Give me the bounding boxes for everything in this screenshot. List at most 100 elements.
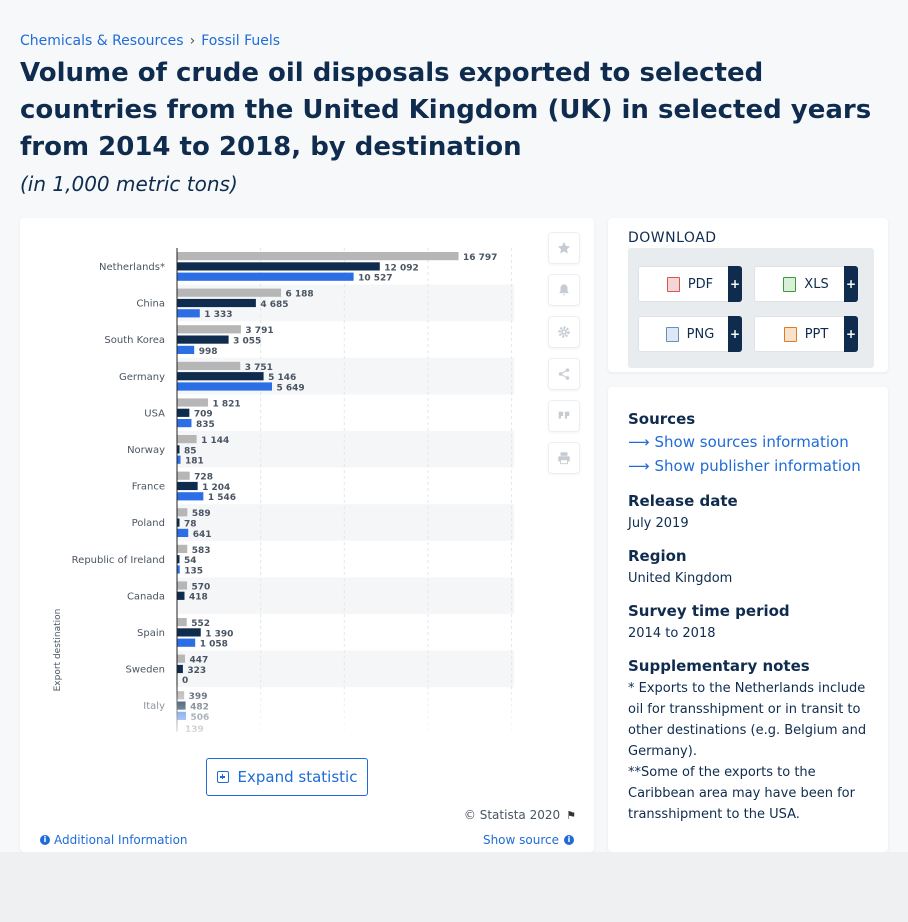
download-xls-plus[interactable]: +	[844, 266, 858, 302]
statistic-details-card: Sources ⟶ Show sources information ⟶ Show …	[608, 387, 888, 852]
data-label: 3 791	[245, 326, 273, 336]
show-source-label: Show source	[482, 833, 559, 847]
page-title: Volume of crude oil disposals exported t…	[20, 58, 872, 162]
settings-button[interactable]	[548, 316, 580, 348]
notification-button[interactable]	[548, 274, 580, 306]
chart-card: Netherlands* 16 797 12 092 10 527 China 6 188…	[20, 218, 594, 852]
png-file-icon	[665, 326, 679, 342]
show-publisher-label: Show publisher information	[654, 457, 861, 475]
category-label: Sweden	[125, 665, 165, 676]
bar-navy	[177, 481, 198, 491]
footer-band	[0, 852, 908, 922]
bar-navy	[177, 262, 380, 271]
download-ppt-plus[interactable]: +	[844, 316, 858, 352]
additional-information-link[interactable]: i Additional Information	[40, 833, 188, 847]
bar-navy	[177, 445, 180, 454]
bar-gray	[177, 325, 241, 334]
data-label: 1 204	[202, 483, 230, 493]
download-png-plus[interactable]: +	[728, 316, 742, 352]
share-button[interactable]	[548, 358, 580, 390]
expand-plus-icon	[216, 771, 229, 783]
data-label: 418	[189, 593, 208, 603]
data-label: 1 821	[212, 399, 240, 409]
data-label: 323	[187, 666, 206, 676]
favorite-button[interactable]	[548, 232, 580, 264]
download-png-button[interactable]: PNG	[638, 316, 742, 352]
bar-gray	[177, 471, 190, 480]
data-label: 589	[192, 509, 211, 519]
show-source-link[interactable]: Show source i	[483, 833, 574, 847]
category-label: Germany	[119, 372, 165, 383]
data-label: 6 188	[286, 290, 314, 300]
download-ppt-button[interactable]: PPT	[754, 316, 858, 352]
row-band	[177, 504, 514, 541]
breadcrumb-fossil-fuels-link[interactable]: Fossil Fuels	[201, 33, 281, 49]
category-label: Republic of Ireland	[72, 555, 165, 566]
quote-icon	[558, 411, 570, 419]
release-date-heading: Release date	[628, 492, 738, 510]
region-heading: Region	[628, 547, 687, 565]
data-label: 3 751	[245, 363, 273, 373]
data-label: 583	[192, 546, 211, 556]
category-label: France	[132, 482, 165, 493]
download-title: DOWNLOAD	[628, 230, 717, 246]
flag-icon[interactable]: ⚑	[566, 808, 576, 822]
data-label: 5 649	[277, 383, 305, 393]
data-label: 1 333	[204, 310, 232, 320]
category-label: Norway	[127, 445, 165, 456]
breadcrumb-chemicals-link[interactable]: Chemicals & Resources	[20, 33, 184, 49]
bar-navy	[177, 298, 256, 308]
row-band	[177, 577, 514, 614]
data-label: 998	[199, 347, 218, 357]
bar-gray	[177, 508, 188, 517]
download-png-label: PNG	[686, 326, 715, 342]
sources-heading: Sources	[628, 410, 696, 428]
breadcrumb-separator: ›	[189, 33, 196, 49]
print-button[interactable]	[548, 442, 580, 474]
show-publisher-link[interactable]: ⟶ Show publisher information	[628, 457, 861, 475]
row-band	[177, 431, 514, 468]
bar-gray	[177, 361, 241, 370]
data-label: 10 527	[358, 274, 392, 284]
data-label: 78	[184, 520, 197, 530]
region-value: United Kingdom	[628, 571, 733, 586]
data-label: 16 797	[463, 253, 497, 263]
supplementary-note-1: * Exports to the Netherlands include oil…	[628, 681, 867, 759]
bar-blue	[177, 638, 196, 647]
cite-button[interactable]	[548, 400, 580, 432]
info-icon: i	[564, 835, 574, 845]
data-label: 728	[194, 473, 213, 483]
bell-icon	[559, 284, 569, 296]
bar-navy	[177, 555, 180, 564]
show-sources-link[interactable]: ⟶ Show sources information	[628, 433, 849, 451]
bar-navy	[177, 591, 185, 600]
print-icon	[558, 452, 570, 465]
bar-gray	[177, 654, 185, 663]
data-label: 12 092	[384, 263, 418, 273]
bar-blue	[177, 345, 195, 354]
breadcrumb: Chemicals & Resources › Fossil Fuels	[20, 33, 280, 49]
survey-period-value: 2014 to 2018	[628, 626, 716, 641]
arrow-right-icon: ⟶	[628, 457, 650, 475]
bar-navy	[177, 518, 180, 527]
page-subtitle: (in 1,000 metric tons)	[20, 172, 238, 196]
bar-gray	[177, 618, 187, 627]
data-label: 0	[182, 676, 188, 686]
download-ppt-label: PPT	[804, 326, 829, 342]
expand-statistic-button[interactable]: Expand statistic	[206, 758, 368, 796]
download-pdf-button[interactable]: PDF	[638, 266, 742, 302]
download-options: PDF + XLS + PNG + PPT +	[628, 248, 874, 368]
chart-toolbar	[548, 232, 580, 484]
bar-blue	[177, 309, 200, 318]
bar-gray	[177, 435, 197, 444]
copyright-text: © Statista 2020	[463, 808, 561, 822]
bar-navy	[177, 372, 264, 381]
data-label: 1 390	[205, 629, 233, 639]
bar-blue	[177, 419, 192, 428]
download-xls-button[interactable]: XLS	[754, 266, 858, 302]
download-pdf-plus[interactable]: +	[728, 266, 742, 302]
xls-file-icon	[783, 276, 797, 292]
arrow-right-icon: ⟶	[628, 433, 650, 451]
bar-navy	[177, 408, 190, 417]
download-pdf-label: PDF	[687, 276, 714, 292]
